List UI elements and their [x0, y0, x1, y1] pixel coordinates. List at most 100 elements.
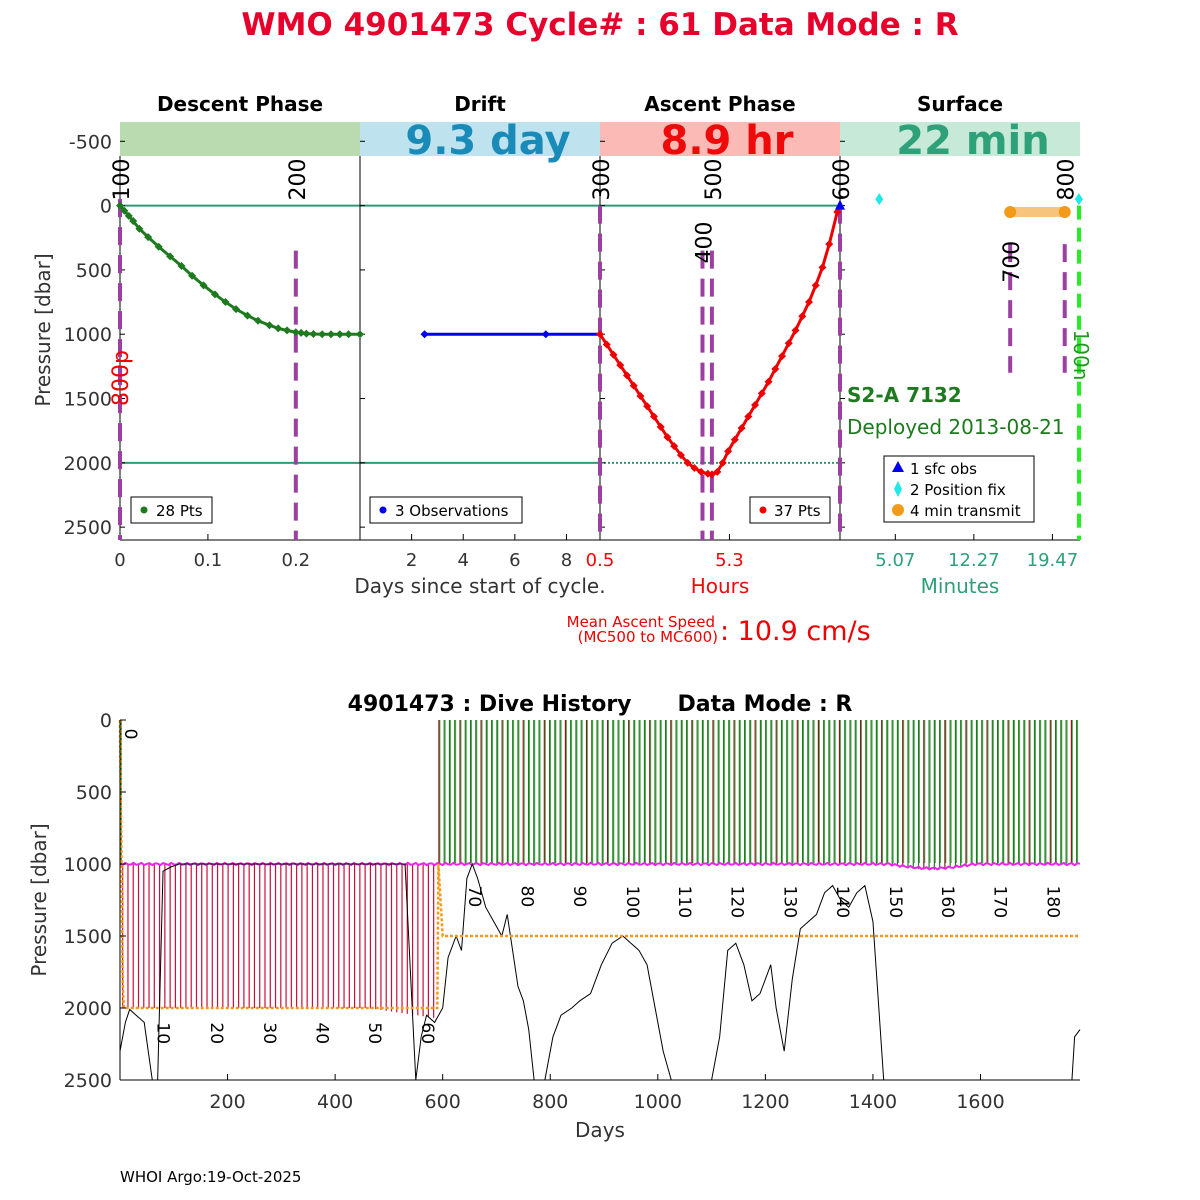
ascent-point: [683, 458, 692, 467]
mean-ascent-value: : 10.9 cm/s: [720, 616, 871, 647]
position-fix-point: [1074, 193, 1083, 206]
history-y-axis-label: Pressure [dbar]: [27, 823, 51, 976]
descent-point: [210, 290, 219, 299]
ascent-point: [616, 361, 625, 370]
top-y-tick-label: 2500: [64, 517, 112, 539]
cycle-label-10: 10: [152, 1022, 172, 1044]
x-tick-label: 0.2: [282, 550, 311, 571]
cycle-label-170: 170: [990, 886, 1010, 918]
cycle-label-120: 120: [727, 886, 747, 918]
mean-ascent-label-1: Mean Ascent Speed: [567, 613, 715, 631]
history-x-tick-label: 400: [317, 1091, 353, 1113]
mc-label-600: 600: [830, 158, 855, 200]
history-traces: [118, 719, 1081, 1081]
ascent-point: [663, 433, 672, 442]
ascent-series-line: [598, 211, 839, 476]
history-x-axis-label: Days: [575, 1118, 625, 1142]
x-tick-label: 5.07: [875, 550, 915, 571]
phase-boxes: 9.3 day 8.9 hr 22 min: [120, 118, 1080, 164]
ascent-point: [649, 412, 658, 421]
ascent-x-axis-label: Hours: [691, 574, 750, 598]
ascent-point: [791, 326, 800, 335]
drift-point: [420, 330, 429, 339]
ascent-point: [609, 350, 618, 359]
cycle-panel: Descent Phase Drift Ascent Phase Surface…: [31, 92, 1093, 647]
surface-x-axis-label: Minutes: [921, 574, 1000, 598]
figure-title: WMO 4901473 Cycle# : 61 Data Mode : R: [241, 7, 958, 43]
descent-point: [297, 328, 306, 337]
history-x-tick-label: 1400: [849, 1091, 897, 1113]
history-y-tick-label: 0: [100, 710, 112, 732]
transmit-legend-marker: [892, 504, 904, 516]
descent-point: [302, 329, 311, 338]
descent-legend-marker: [140, 506, 148, 514]
ascent-point: [697, 467, 706, 476]
transmit-point: [1004, 206, 1017, 219]
ascent-point: [643, 402, 652, 411]
history-y-tick-label: 1000: [64, 854, 112, 876]
ascent-point: [596, 330, 604, 339]
ascent-legend: 37 Pts: [749, 496, 831, 524]
cycle-label-80: 80: [516, 886, 536, 908]
phase-title-surface: Surface: [917, 92, 1003, 116]
x-tick-label: 19.47: [1027, 550, 1079, 571]
mc-label-500: 500: [702, 158, 727, 200]
drift-subplot: 2 4 6 8: [406, 330, 600, 571]
top-y-axis-ticks: -500 0 500 1000 1500 2000 2500: [64, 131, 112, 539]
side-label-100n: 100n: [1069, 330, 1093, 381]
cycle-label-100: 100: [622, 886, 642, 918]
cycle-label-140: 140: [832, 886, 852, 918]
descent-legend-label: 28 Pts: [156, 502, 203, 520]
mean-ascent-label-2: (MC500 to MC600): [578, 628, 718, 646]
mc-label-200: 200: [286, 158, 311, 200]
descent-point: [232, 305, 241, 314]
position-fix-point: [875, 193, 884, 206]
cycle-label-90: 90: [569, 886, 589, 908]
descent-point: [254, 316, 263, 325]
history-profile-bars: [120, 720, 1079, 1018]
ascent-point: [833, 208, 842, 217]
cycle-label-130: 130: [779, 886, 799, 918]
ascent-point: [629, 381, 638, 390]
descent-x-axis-label: Days since start of cycle.: [354, 574, 605, 598]
descent-point: [120, 206, 129, 215]
history-x-tick-label: 1000: [634, 1091, 682, 1113]
ascent-point: [676, 451, 685, 460]
ascent-legend-marker: [759, 506, 767, 514]
ascent-point: [784, 339, 793, 348]
ascent-point: [751, 400, 760, 409]
descent-point: [326, 330, 335, 339]
phase-headers: Descent Phase Drift Ascent Phase Surface: [157, 92, 1003, 116]
surface-legend: 1 sfc obs 2 Position fix 4 min transmit: [883, 455, 1035, 523]
mc-label-700: 700: [1000, 241, 1025, 283]
history-x-tick-label: 800: [532, 1091, 568, 1113]
cycle-label-50: 50: [364, 1022, 384, 1044]
top-y-tick-label: 2000: [64, 453, 112, 475]
ascent-point: [818, 263, 827, 272]
ascent-point: [602, 340, 611, 349]
ascent-point: [718, 458, 727, 467]
ascent-end-triangle: [835, 199, 845, 210]
ascent-point: [798, 312, 807, 321]
descent-point: [116, 201, 124, 210]
drift-duration: 9.3 day: [405, 118, 570, 164]
history-title: 4901473 : Dive History Data Mode : R: [348, 692, 853, 717]
ascent-point: [724, 447, 733, 456]
top-y-tick-label: 1500: [64, 389, 112, 411]
ascent-point: [811, 281, 820, 290]
cycle-label-70: 70: [464, 886, 484, 908]
descent-point: [344, 330, 353, 339]
drift-legend: 3 Observations: [369, 496, 523, 524]
ascent-point: [825, 240, 834, 249]
descent-point: [318, 330, 327, 339]
top-y-tick-label: -500: [69, 131, 112, 153]
float-name: S2-A 7132: [847, 383, 962, 407]
descent-subplot: 0 0.1 0.2 100 200: [110, 158, 364, 571]
descent-point: [188, 271, 197, 280]
ascent-point: [764, 377, 773, 386]
footer-credit: WHOI Argo:19-Oct-2025: [120, 1168, 301, 1186]
mc-label-100: 100: [110, 158, 135, 200]
descent-point: [274, 324, 283, 333]
sfc-obs-legend-label: 1 sfc obs: [910, 460, 977, 478]
